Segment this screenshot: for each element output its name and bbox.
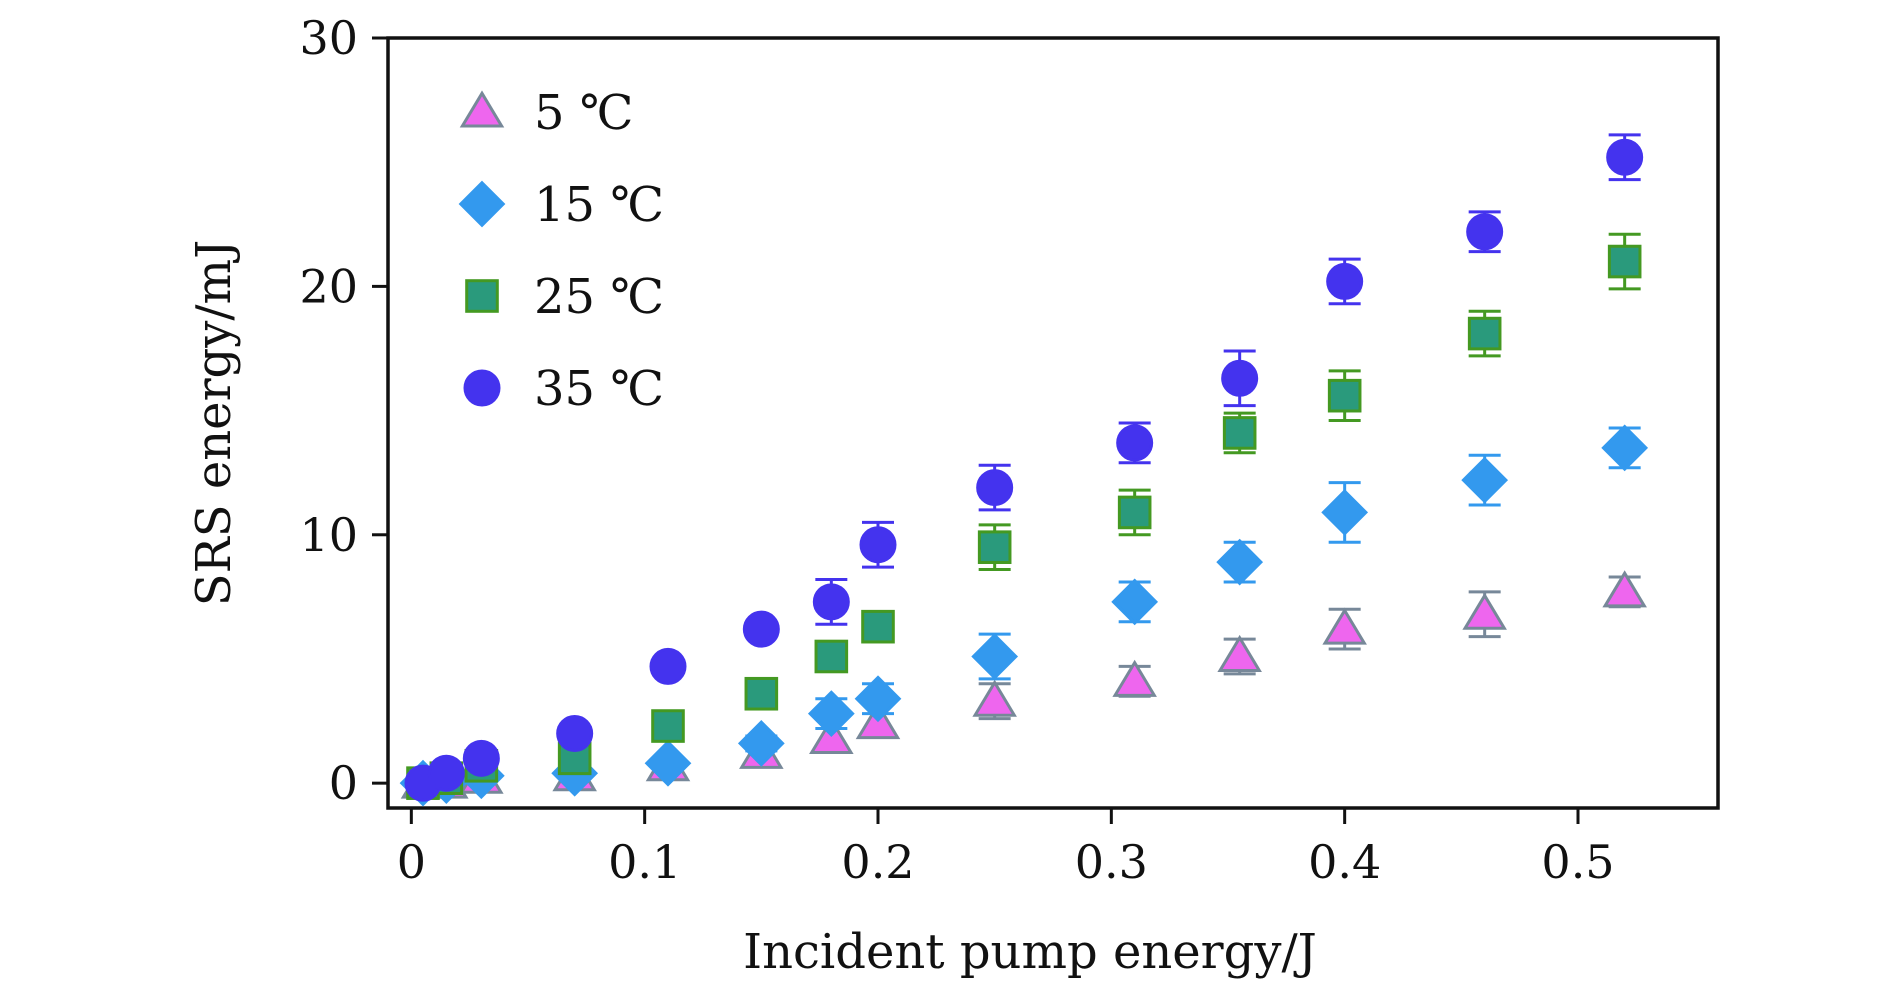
data-point xyxy=(861,609,895,644)
legend-marker xyxy=(465,279,499,313)
data-point xyxy=(737,720,785,767)
y-axis-label: SRS energy/mJ xyxy=(186,240,242,607)
data-point xyxy=(462,739,500,777)
data-point xyxy=(1466,213,1504,251)
data-point xyxy=(1607,244,1642,279)
x-tick-label: 0.2 xyxy=(841,835,914,889)
legend: 5 ℃ 15 ℃ 25 ℃ 35 ℃ xyxy=(458,85,664,417)
data-point xyxy=(1216,538,1264,586)
data-point xyxy=(1117,495,1152,530)
data-point xyxy=(1327,378,1362,413)
data-point xyxy=(1467,316,1502,351)
data-point xyxy=(972,679,1017,717)
data-point xyxy=(556,714,594,752)
data-point xyxy=(1326,262,1364,300)
x-tick-label: 0.4 xyxy=(1308,835,1381,889)
y-axis: 0 10 20 30 xyxy=(299,11,388,810)
legend-label: 15 ℃ xyxy=(534,177,664,233)
data-point xyxy=(1217,634,1262,673)
data-point xyxy=(742,610,780,648)
data-point xyxy=(1111,578,1159,626)
x-axis-label: Incident pump energy/J xyxy=(743,924,1317,980)
data-point xyxy=(1601,424,1649,472)
y-tick-label: 10 xyxy=(299,508,358,562)
x-tick-label: 0.3 xyxy=(1075,835,1148,889)
y-tick-label: 0 xyxy=(329,756,358,810)
data-point xyxy=(1222,416,1257,450)
data-point xyxy=(1606,138,1644,176)
data-point xyxy=(1322,607,1367,645)
data-point xyxy=(814,639,849,674)
x-tick-label: 0 xyxy=(397,835,426,889)
legend-marker xyxy=(463,369,501,407)
legend-label: 25 ℃ xyxy=(534,269,664,325)
legend-marker xyxy=(459,90,505,128)
data-point xyxy=(1321,489,1369,536)
data-point xyxy=(859,526,897,564)
y-tick-label: 30 xyxy=(299,11,358,65)
legend-label: 5 ℃ xyxy=(534,85,634,141)
data-point xyxy=(812,583,850,621)
x-tick-label: 0.1 xyxy=(608,835,681,889)
data-point xyxy=(651,709,685,743)
data-point xyxy=(854,675,902,723)
data-point xyxy=(1116,424,1154,462)
data-point xyxy=(1221,359,1259,397)
data-point xyxy=(1602,570,1647,608)
data-series xyxy=(399,133,1649,807)
legend-marker xyxy=(458,180,506,228)
data-point xyxy=(427,754,465,792)
data-point xyxy=(744,676,779,711)
data-point xyxy=(971,633,1019,680)
data-point xyxy=(807,690,855,737)
x-tick-label: 0.5 xyxy=(1541,835,1614,889)
x-axis: 0 0.1 0.2 0.3 0.4 0.5 xyxy=(397,808,1615,889)
data-point xyxy=(977,530,1012,564)
series-circle xyxy=(404,133,1644,802)
y-tick-label: 20 xyxy=(299,259,358,313)
legend-label: 35 ℃ xyxy=(534,361,664,417)
data-point xyxy=(649,647,687,685)
data-point xyxy=(644,739,692,787)
data-point xyxy=(1112,659,1157,697)
data-point xyxy=(976,469,1014,507)
data-point xyxy=(1462,592,1507,630)
data-point xyxy=(1461,456,1509,504)
plot-frame xyxy=(386,36,1720,810)
